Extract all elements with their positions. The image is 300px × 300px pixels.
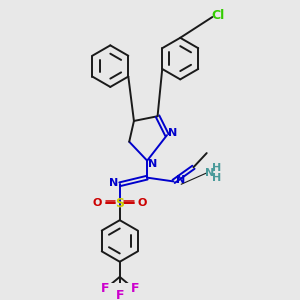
Text: N: N: [168, 128, 177, 138]
Text: N: N: [148, 159, 158, 170]
Text: O: O: [138, 198, 147, 208]
Text: H: H: [212, 163, 221, 173]
Text: N: N: [205, 168, 214, 178]
Text: N: N: [176, 175, 185, 184]
Text: F: F: [130, 282, 139, 295]
Text: N: N: [109, 178, 118, 188]
Text: Cl: Cl: [212, 9, 225, 22]
Text: O: O: [92, 198, 102, 208]
Text: H: H: [212, 173, 221, 183]
Text: F: F: [116, 289, 124, 300]
Text: S: S: [115, 197, 124, 210]
Text: F: F: [100, 282, 109, 295]
